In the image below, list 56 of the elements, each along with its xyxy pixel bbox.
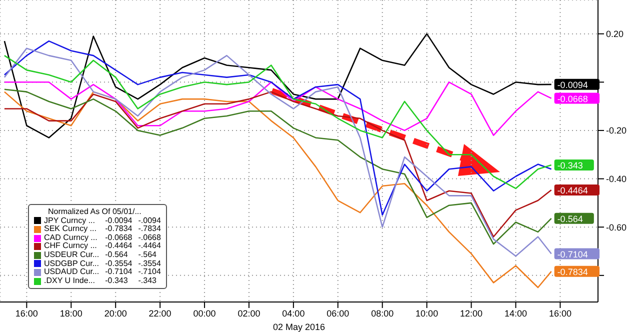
annotation: -0.3554 [105, 258, 134, 268]
annotation: -0.7834 [105, 224, 134, 234]
annotation: -.7104 [138, 267, 161, 277]
y-tick-label: -0.60 [606, 222, 627, 232]
line-series [4, 54, 552, 190]
legend-label: JPY Curncy ... [44, 216, 96, 225]
line-series [4, 48, 552, 257]
x-tick-label: 02:00 [238, 308, 260, 318]
y-tick-label: -0.20 [606, 126, 627, 136]
annotation: -.564 [138, 250, 158, 260]
line-series [4, 91, 552, 288]
x-tick-label: 06:00 [326, 308, 350, 318]
data-label: -0.7834 [557, 266, 588, 277]
x-tick-label: 16:00 [15, 308, 38, 318]
x-tick-label: 00:00 [193, 308, 216, 318]
x-axis-title: 02 May 2016 [272, 322, 326, 332]
annotation: -0.564 [105, 250, 129, 260]
annotation: -0.0668 [105, 232, 134, 242]
legend-label: CAD Curncy ... [44, 232, 98, 242]
legend-title: Normalized As Of 05/01/... [47, 207, 142, 217]
x-tick-label: 12:00 [460, 308, 483, 318]
data-label: -0.564 [557, 214, 583, 224]
data-label: -0.4464 [557, 185, 588, 196]
x-tick-label: 08:00 [371, 308, 394, 318]
data-label: -0.0094 [557, 80, 588, 90]
data-label: -0.0668 [557, 94, 588, 104]
annotation: -0.343 [105, 276, 129, 286]
data-label: -0.7104 [557, 249, 588, 260]
legend-label: CHF Curncy ... [44, 241, 98, 251]
y-tick-label: 0.20 [606, 29, 624, 40]
line-series [4, 81, 552, 136]
annotation: -.4464 [138, 241, 161, 251]
annotation: -0.0094 [105, 216, 134, 225]
x-tick-label: 04:00 [282, 308, 305, 318]
x-tick-label: 18:00 [60, 308, 82, 318]
annotation: -.7834 [138, 224, 161, 234]
legend-label: USDEUR Cur... [44, 250, 100, 260]
x-tick-label: 20:00 [104, 308, 127, 318]
legend-label: USDGBP Cur... [44, 258, 100, 268]
legend-label: SEK Curncy ... [44, 224, 98, 234]
line-series [4, 33, 552, 138]
annotation: -0.4464 [105, 241, 134, 251]
legend-label: USDAUD Cur... [44, 267, 100, 277]
x-tick-label: 10:00 [416, 308, 438, 318]
y-tick-label: -0.40 [606, 174, 627, 184]
line-series [4, 40, 552, 216]
x-tick-label: 22:00 [148, 308, 172, 318]
annotation: -.0094 [138, 216, 161, 225]
annotation: -.343 [138, 276, 158, 286]
legend-label: .DXY U Inde... [44, 276, 96, 286]
x-tick-label: 16:00 [548, 308, 572, 318]
annotation: -.3554 [138, 258, 161, 268]
annotation: -.0668 [138, 232, 161, 242]
data-label: -0.343 [557, 160, 583, 171]
x-tick-label: 14:00 [504, 308, 528, 318]
annotation: -0.7104 [105, 267, 134, 277]
